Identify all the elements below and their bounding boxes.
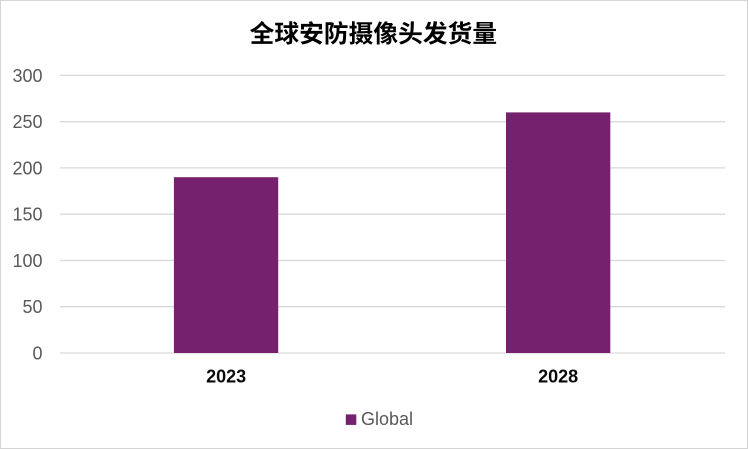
svg-text:Global: Global (361, 409, 413, 429)
svg-text:300: 300 (12, 66, 42, 86)
svg-text:50: 50 (22, 297, 42, 317)
svg-text:100: 100 (12, 251, 42, 271)
svg-text:2023: 2023 (206, 367, 246, 387)
svg-text:2028: 2028 (538, 367, 578, 387)
svg-text:150: 150 (12, 205, 42, 225)
svg-text:0: 0 (32, 343, 42, 363)
svg-text:200: 200 (12, 158, 42, 178)
svg-text:250: 250 (12, 112, 42, 132)
